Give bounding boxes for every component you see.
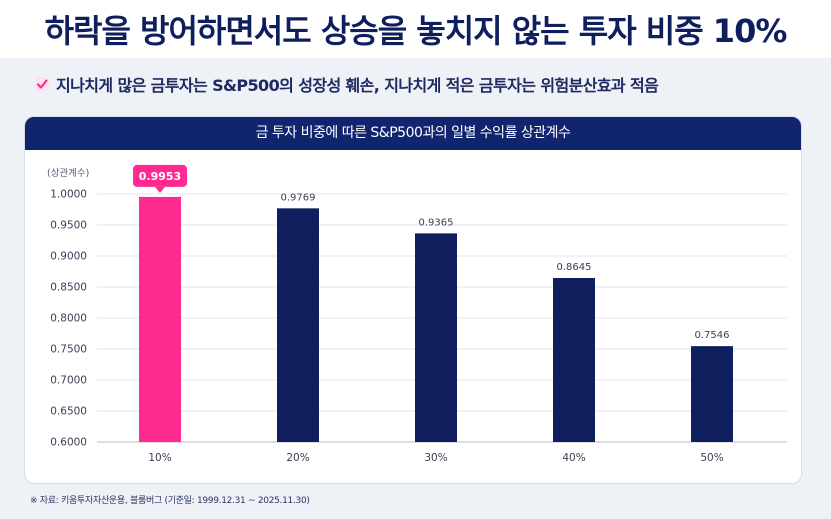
y-tick-label: 0.8500 xyxy=(50,282,87,294)
highlight-callout xyxy=(133,164,187,187)
x-axis-ticks: 10% 20% 30% 40% 50% xyxy=(148,452,723,464)
subtitle: 지나치게 많은 금투자는 S&P500의 성장성 훼손, 지나치게 적은 금투자… xyxy=(56,76,659,95)
data-label: 0.8645 xyxy=(557,262,592,273)
chart-card: 금 투자 비중에 따른 S&P500과의 일별 수익률 상관계수 (상관계수) … xyxy=(24,116,802,484)
data-label: 0.9365 xyxy=(419,217,454,228)
y-tick-label: 0.6000 xyxy=(50,437,87,449)
y-axis-ticks: 0.6000 0.6500 0.7000 0.7500 0.8000 0.8500 0.90… xyxy=(50,189,87,449)
y-tick-label: 0.9500 xyxy=(50,220,87,232)
bars: 0.9953 0.9769 0.9365 0.8645 0.7546 xyxy=(133,164,733,442)
y-tick-label: 0.7500 xyxy=(50,344,87,356)
data-label: 0.9953 xyxy=(139,170,181,183)
callout-pointer xyxy=(155,186,165,193)
bar-30pct xyxy=(415,233,457,442)
source-footnote: ※ 자료: 키움투자자산운용, 블룸버그 (기준일: 1999.12.31 ~ … xyxy=(30,496,310,506)
x-tick-label: 30% xyxy=(424,452,447,464)
checkmark-icon xyxy=(35,77,49,91)
y-tick-label: 0.9000 xyxy=(50,251,87,263)
y-tick-label: 0.7000 xyxy=(50,375,87,387)
page-title: 하락을 방어하면서도 상승을 놓치지 않는 투자 비중 10% xyxy=(44,12,788,50)
data-label: 0.7546 xyxy=(695,330,730,341)
subtitle-row: 지나치게 많은 금투자는 S&P500의 성장성 훼손, 지나치게 적은 금투자… xyxy=(34,72,659,96)
x-tick-label: 10% xyxy=(148,452,171,464)
y-axis-label: (상관계수) xyxy=(47,167,89,179)
bar-chart: (상관계수) 0.6000 0.6500 0.7000 0.7500 0.8000 0.8… xyxy=(47,164,787,464)
chart-title: 금 투자 비중에 따른 S&P500과의 일별 수익률 상관계수 xyxy=(25,117,801,150)
x-tick-label: 40% xyxy=(562,452,585,464)
bar-50pct xyxy=(691,346,733,442)
x-tick-label: 50% xyxy=(700,452,723,464)
bar-10pct xyxy=(139,196,181,442)
title-band: 하락을 방어하면서도 상승을 놓치지 않는 투자 비중 10% xyxy=(0,0,831,58)
data-label: 0.9769 xyxy=(281,192,316,203)
y-tick-label: 0.6500 xyxy=(50,406,87,418)
bar-20pct xyxy=(277,208,319,442)
y-tick-label: 0.8000 xyxy=(50,313,87,325)
bar-40pct xyxy=(553,278,595,442)
x-tick-label: 20% xyxy=(286,452,309,464)
y-tick-label: 1.0000 xyxy=(50,189,87,201)
